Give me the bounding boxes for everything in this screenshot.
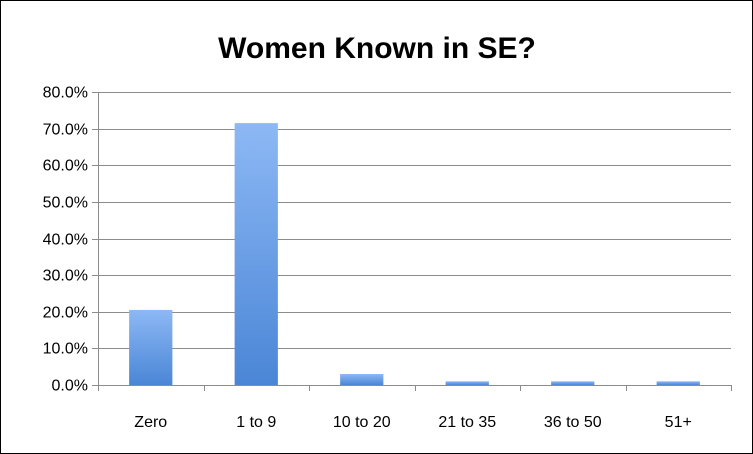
- y-tick-label: 0.0%: [52, 378, 88, 395]
- y-tick-label: 20.0%: [43, 305, 88, 322]
- x-axis-tick-labels: Zero 1 to 9 10 to 20 21 to 35 36 to 50 51+: [134, 414, 692, 431]
- y-tick-label: 50.0%: [43, 195, 88, 212]
- x-tick-label: 1 to 9: [236, 414, 276, 431]
- bars: [129, 123, 700, 385]
- bar: [656, 381, 700, 385]
- bar: [234, 123, 278, 385]
- x-tick-label: 36 to 50: [544, 414, 602, 431]
- y-tick-label: 60.0%: [43, 158, 88, 175]
- y-tick-label: 10.0%: [43, 341, 88, 358]
- x-tick-label: 10 to 20: [333, 414, 391, 431]
- x-tick-label: 21 to 35: [438, 414, 496, 431]
- x-tick-label: Zero: [134, 414, 167, 431]
- bar: [129, 309, 173, 385]
- bar: [445, 381, 489, 385]
- y-tick-label: 30.0%: [43, 268, 88, 285]
- y-axis-tick-labels: 0.0% 10.0% 20.0% 30.0% 40.0% 50.0% 60.0% 70.0% 8…: [43, 85, 88, 395]
- bar: [551, 381, 595, 385]
- gridlines: [92, 92, 732, 391]
- y-tick-label: 40.0%: [43, 232, 88, 249]
- bar: [340, 374, 384, 385]
- y-tick-label: 70.0%: [43, 122, 88, 139]
- y-tick-label: 80.0%: [43, 85, 88, 102]
- x-tick-label: 51+: [665, 414, 692, 431]
- chart-title: Women Known in SE?: [218, 32, 536, 65]
